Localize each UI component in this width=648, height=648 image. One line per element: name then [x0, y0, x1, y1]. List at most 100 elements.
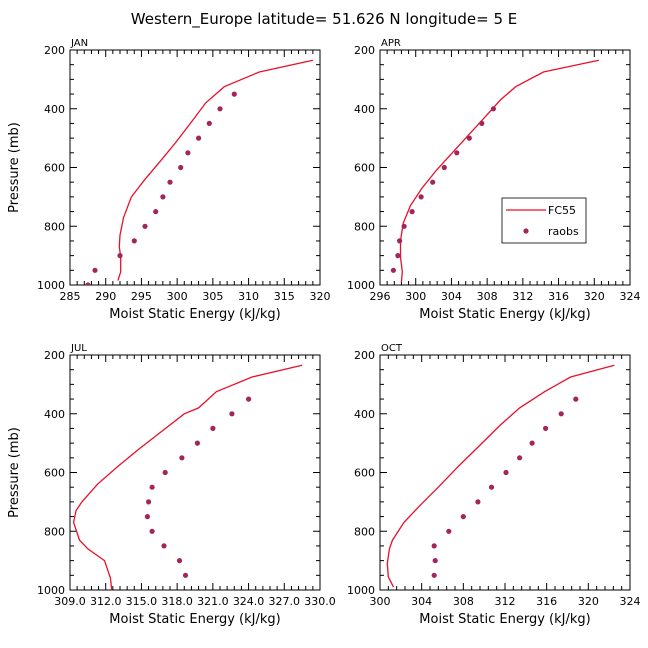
y-tick-label: 800: [354, 525, 375, 538]
plot-frame: [379, 49, 631, 286]
series-point-raobs: [409, 209, 415, 215]
series-point-raobs: [162, 469, 168, 476]
series-point-raobs: [475, 499, 481, 505]
y-tick-label: 200: [354, 349, 375, 362]
series-point-raobs: [161, 543, 167, 549]
x-tick-label: 324: [620, 595, 641, 608]
y-axis-title: Pressure (mb): [7, 122, 22, 213]
x-tick-label: 312: [495, 595, 516, 608]
y-tick-label: 400: [44, 408, 65, 421]
series-point-raobs: [503, 469, 509, 476]
legend-label-obs: raobs: [548, 225, 579, 238]
series-point-raobs: [217, 106, 223, 112]
series-point-raobs: [397, 238, 403, 244]
series-point-raobs: [431, 543, 437, 549]
plot-data: [85, 59, 314, 285]
x-tick-label: 300: [167, 290, 188, 303]
series-point-raobs: [153, 209, 159, 215]
series-point-raobs: [210, 425, 216, 431]
series-point-raobs: [441, 164, 447, 171]
x-tick-label: 309.0: [54, 595, 86, 608]
series-point-raobs: [160, 194, 166, 200]
y-tick-label: 1000: [347, 279, 375, 292]
x-axis-title: Moist Static Energy (kJ/kg): [109, 612, 280, 627]
y-axis-title: Pressure (mb): [7, 427, 22, 518]
series-point-raobs: [390, 267, 396, 273]
y-tick-label: 400: [354, 408, 375, 421]
x-tick-label: 320: [584, 290, 605, 303]
series-point-raobs: [401, 223, 407, 229]
y-tick-label: 600: [44, 467, 65, 480]
x-tick-label: 295: [131, 290, 152, 303]
series-point-raobs: [146, 499, 152, 505]
series-point-raobs: [178, 164, 184, 171]
x-tick-label: 300: [405, 290, 426, 303]
x-tick-label: 296: [370, 290, 391, 303]
series-line-fc55: [399, 59, 599, 283]
panel-label: APR: [381, 38, 401, 49]
y-tick-label: 1000: [347, 584, 375, 597]
x-tick-label: 285: [60, 290, 81, 303]
series-point-raobs: [454, 150, 460, 156]
panel-label: OCT: [381, 343, 403, 354]
series-point-raobs: [488, 484, 495, 490]
x-axis-title: Moist Static Energy (kJ/kg): [419, 612, 590, 627]
series-point-raobs: [543, 425, 549, 431]
y-tick-label: 1000: [37, 279, 65, 292]
legend: FC55 raobs: [501, 197, 587, 244]
series-point-raobs: [167, 179, 173, 185]
series-point-raobs: [131, 238, 137, 244]
x-tick-label: 320: [578, 595, 599, 608]
legend-box: [501, 197, 587, 244]
series-point-raobs: [176, 558, 183, 564]
legend-point-swatch: [523, 228, 529, 234]
series-point-raobs: [466, 135, 472, 141]
x-tick-label: 312.0: [90, 595, 122, 608]
x-tick-label: 308: [477, 290, 498, 303]
y-tick-label: 200: [354, 44, 375, 57]
x-tick-label: 304: [441, 290, 462, 303]
series-point-raobs: [182, 572, 189, 578]
series-point-raobs: [430, 179, 436, 185]
y-tick-label: 800: [44, 220, 65, 233]
series-line-fc55: [386, 364, 615, 588]
panel-label: JAN: [70, 38, 88, 49]
x-tick-label: 320: [310, 290, 331, 303]
y-tick-label: 400: [354, 103, 375, 116]
series-point-raobs: [149, 484, 155, 490]
x-tick-label: 310: [238, 290, 259, 303]
x-tick-label: 308: [453, 595, 474, 608]
x-tick-label: 316: [536, 595, 557, 608]
plot-frame: [69, 354, 321, 591]
series-point-raobs: [206, 120, 212, 126]
series-point-raobs: [517, 455, 523, 461]
y-tick-label: 600: [44, 162, 65, 175]
x-tick-label: 324.0: [233, 595, 265, 608]
figure-title: Western_Europe latitude= 51.626 N longit…: [131, 10, 517, 29]
series-point-raobs: [573, 396, 579, 402]
plot-data: [390, 59, 599, 283]
y-tick-label: 200: [44, 349, 65, 362]
x-tick-label: 330.0: [304, 595, 336, 608]
x-tick-label: 327.0: [269, 595, 301, 608]
legend-label-model: FC55: [548, 204, 576, 217]
x-tick-label: 315.0: [126, 595, 158, 608]
series-point-raobs: [229, 411, 235, 417]
x-axis-title: Moist Static Energy (kJ/kg): [419, 307, 590, 322]
series-point-raobs: [418, 194, 424, 200]
series-point-raobs: [246, 396, 252, 402]
series-point-raobs: [92, 267, 98, 273]
plot-frame: [69, 49, 321, 286]
series-point-raobs: [431, 572, 437, 578]
x-tick-label: 321.0: [197, 595, 229, 608]
y-tick-label: 200: [44, 44, 65, 57]
panel-label: JUL: [70, 343, 87, 354]
series-point-raobs: [196, 135, 202, 141]
series-point-raobs: [460, 514, 466, 520]
y-tick-label: 600: [354, 162, 375, 175]
